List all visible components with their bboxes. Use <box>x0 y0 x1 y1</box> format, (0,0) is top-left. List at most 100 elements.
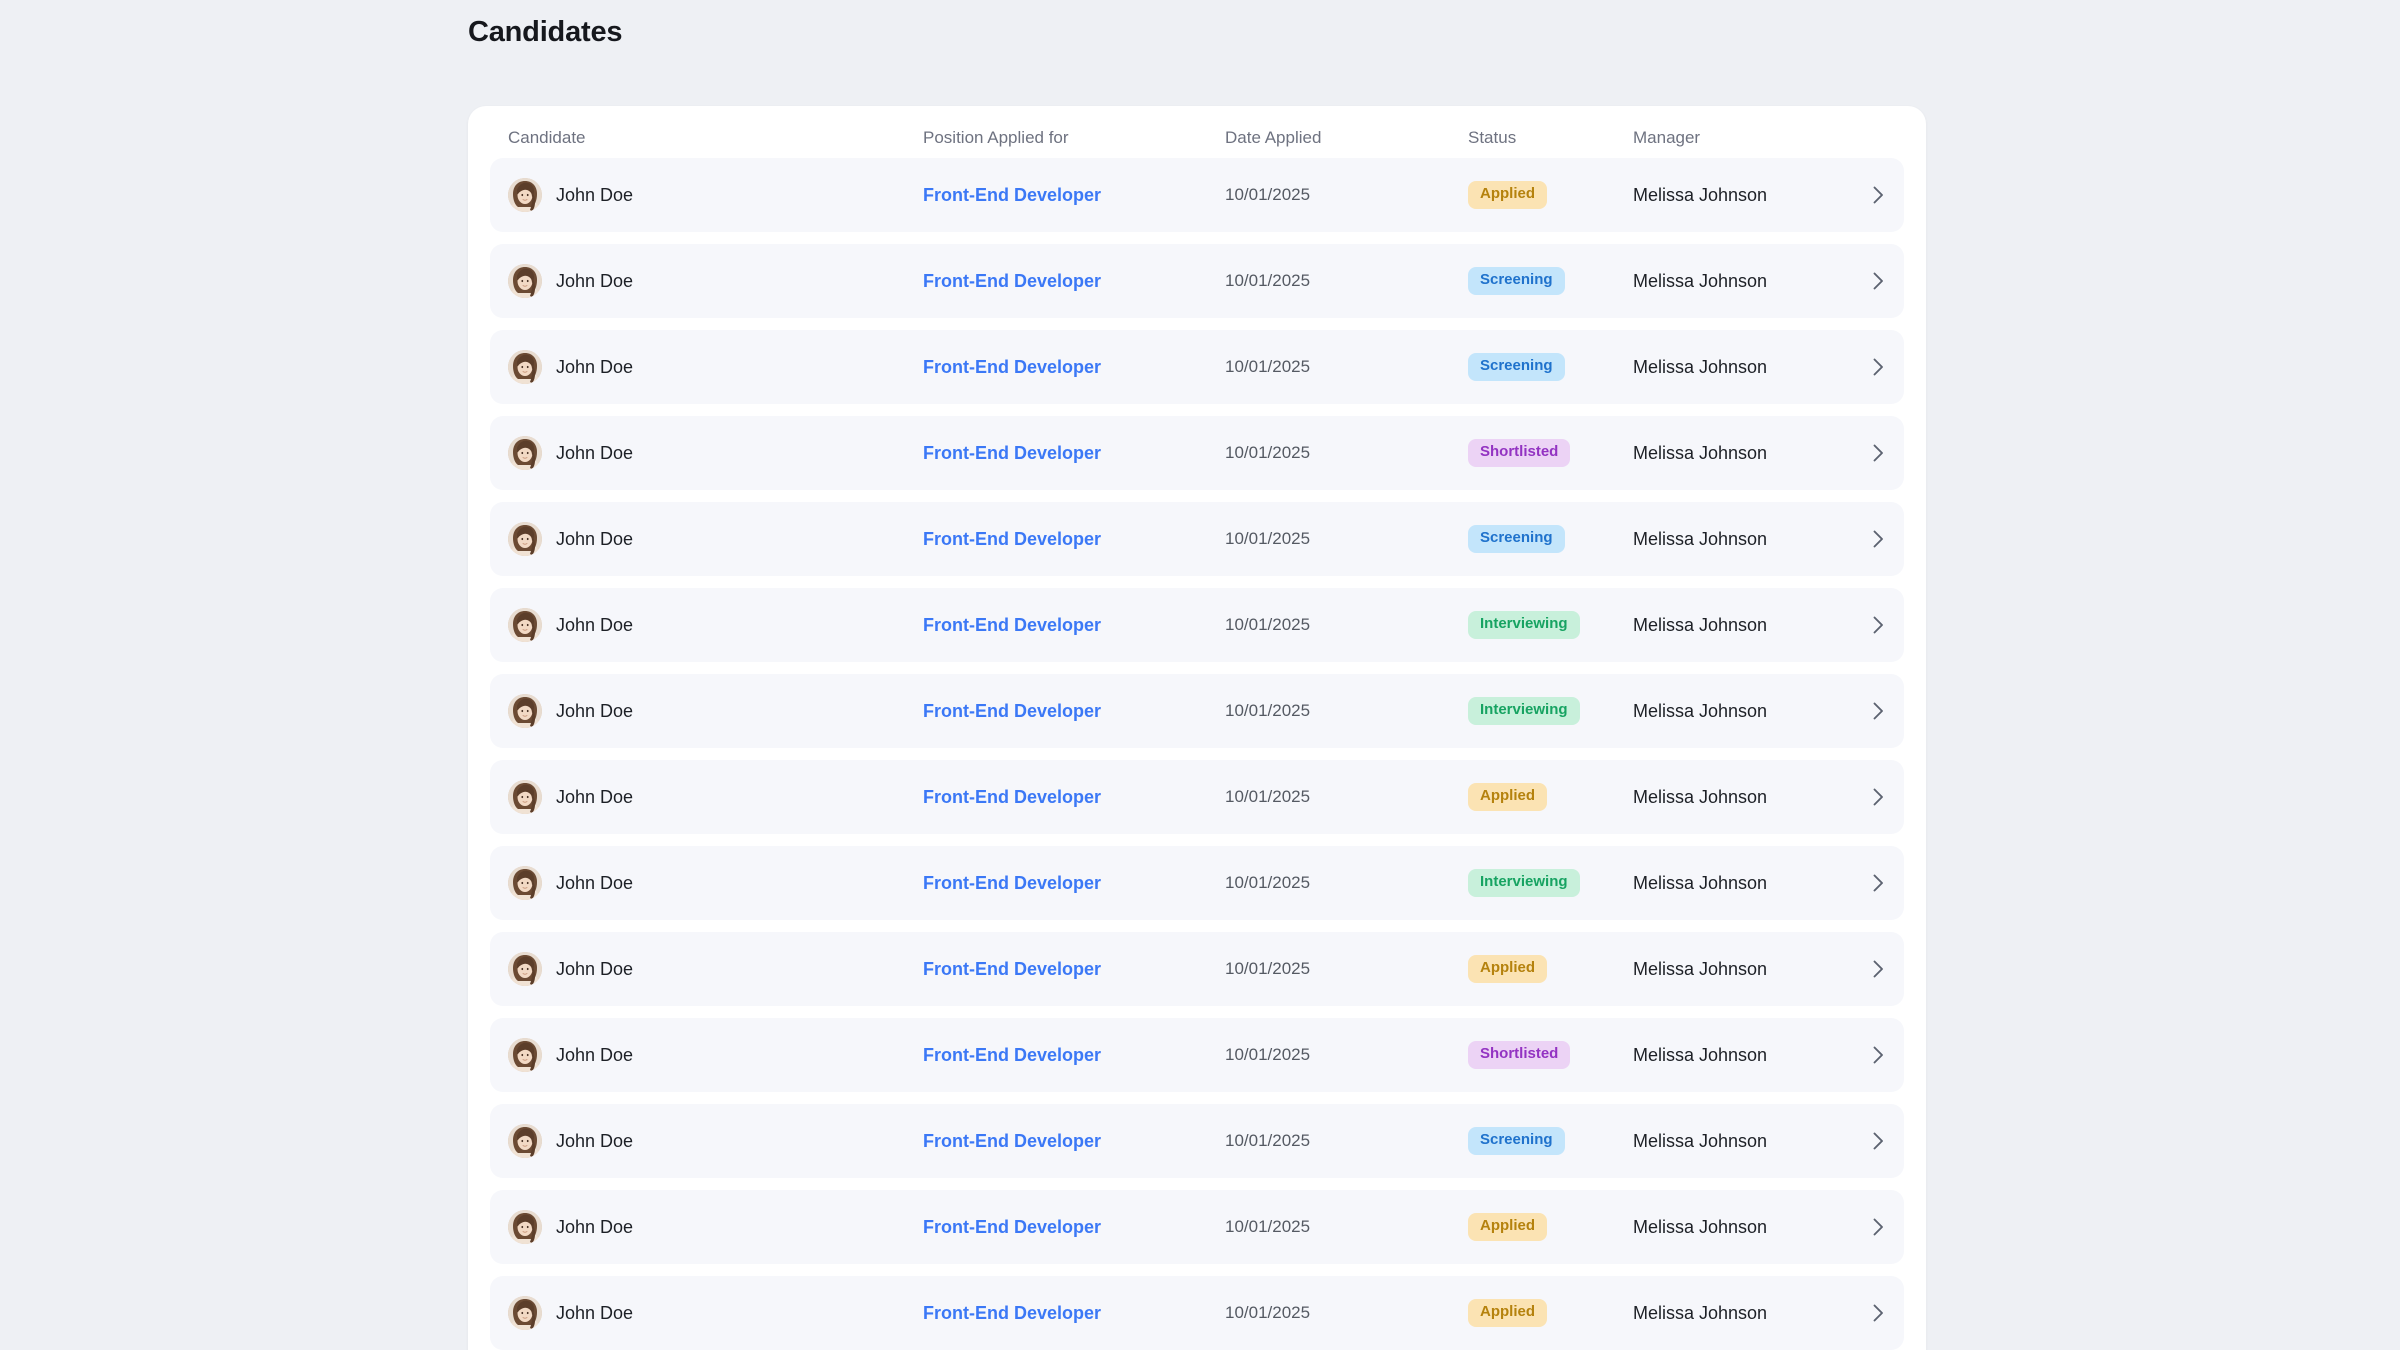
position-link[interactable]: Front-End Developer <box>923 1216 1102 1237</box>
status-badge: Screening <box>1468 1127 1565 1155</box>
position-link[interactable]: Front-End Developer <box>923 700 1102 721</box>
position-link[interactable]: Front-End Developer <box>923 442 1102 463</box>
manager-name: Melissa Johnson <box>1633 1302 1768 1323</box>
cell-position: Front-End Developer <box>923 1276 1101 1350</box>
cell-date-applied: 10/01/2025 <box>1225 416 1310 490</box>
chevron-right-icon[interactable] <box>1858 330 1898 404</box>
position-link[interactable]: Front-End Developer <box>923 270 1102 291</box>
position-link[interactable]: Front-End Developer <box>923 184 1102 205</box>
table-body: John Doe Front-End Developer 10/01/2025 App… <box>468 158 1926 1350</box>
cell-status: Applied <box>1468 1190 1547 1264</box>
manager-name: Melissa Johnson <box>1633 356 1768 377</box>
chevron-right-icon[interactable] <box>1858 416 1898 490</box>
chevron-right-icon[interactable] <box>1858 158 1898 232</box>
chevron-right-icon[interactable] <box>1858 502 1898 576</box>
table-row[interactable]: John Doe Front-End Developer 10/01/2025 Scr… <box>490 502 1904 576</box>
date-applied-value: 10/01/2025 <box>1225 959 1311 978</box>
cell-status: Shortlisted <box>1468 1018 1571 1092</box>
cell-candidate: John Doe <box>508 1104 633 1178</box>
cell-manager: Melissa Johnson <box>1633 1104 1767 1178</box>
cell-position: Front-End Developer <box>923 158 1101 232</box>
cell-manager: Melissa Johnson <box>1633 416 1767 490</box>
column-header-candidate: Candidate <box>508 128 586 147</box>
position-link[interactable]: Front-End Developer <box>923 1302 1102 1323</box>
chevron-right-icon[interactable] <box>1858 760 1898 834</box>
cell-manager: Melissa Johnson <box>1633 674 1767 748</box>
cell-candidate: John Doe <box>508 674 633 748</box>
cell-date-applied: 10/01/2025 <box>1225 674 1310 748</box>
candidate-name: John Doe <box>556 786 634 807</box>
cell-manager: Melissa Johnson <box>1633 244 1767 318</box>
cell-position: Front-End Developer <box>923 244 1101 318</box>
cell-status: Interviewing <box>1468 674 1580 748</box>
cell-manager: Melissa Johnson <box>1633 1018 1767 1092</box>
cell-status: Screening <box>1468 330 1565 404</box>
position-link[interactable]: Front-End Developer <box>923 1130 1102 1151</box>
cell-status: Applied <box>1468 158 1547 232</box>
position-link[interactable]: Front-End Developer <box>923 872 1102 893</box>
table-row[interactable]: John Doe Front-End Developer 10/01/2025 Scr… <box>490 244 1904 318</box>
date-applied-value: 10/01/2025 <box>1225 701 1311 720</box>
position-link[interactable]: Front-End Developer <box>923 528 1102 549</box>
chevron-right-icon[interactable] <box>1858 244 1898 318</box>
chevron-right-icon[interactable] <box>1858 1104 1898 1178</box>
cell-date-applied: 10/01/2025 <box>1225 588 1310 662</box>
avatar <box>508 522 542 556</box>
position-link[interactable]: Front-End Developer <box>923 958 1102 979</box>
table-row[interactable]: John Doe Front-End Developer 10/01/2025 App… <box>490 1276 1904 1350</box>
candidate-name: John Doe <box>556 1130 634 1151</box>
table-row[interactable]: John Doe Front-End Developer 10/01/2025 App… <box>490 760 1904 834</box>
candidate-name: John Doe <box>556 270 634 291</box>
status-badge: Applied <box>1468 181 1547 209</box>
chevron-right-icon[interactable] <box>1858 932 1898 1006</box>
avatar <box>508 436 542 470</box>
cell-status: Screening <box>1468 502 1565 576</box>
date-applied-value: 10/01/2025 <box>1225 185 1311 204</box>
chevron-right-icon[interactable] <box>1858 1190 1898 1264</box>
table-row[interactable]: John Doe Front-End Developer 10/01/2025 Int… <box>490 588 1904 662</box>
status-badge: Interviewing <box>1468 611 1580 639</box>
table-row[interactable]: John Doe Front-End Developer 10/01/2025 App… <box>490 932 1904 1006</box>
cell-candidate: John Doe <box>508 932 633 1006</box>
table-row[interactable]: John Doe Front-End Developer 10/01/2025 Scr… <box>490 330 1904 404</box>
status-badge: Shortlisted <box>1468 1041 1571 1069</box>
status-badge: Applied <box>1468 783 1547 811</box>
table-row[interactable]: John Doe Front-End Developer 10/01/2025 Sho… <box>490 416 1904 490</box>
cell-position: Front-End Developer <box>923 674 1101 748</box>
position-link[interactable]: Front-End Developer <box>923 356 1102 377</box>
cell-candidate: John Doe <box>508 1190 633 1264</box>
column-header-date: Date Applied <box>1225 128 1322 147</box>
cell-status: Shortlisted <box>1468 416 1571 490</box>
chevron-right-icon[interactable] <box>1858 846 1898 920</box>
candidates-table-card: Candidate Position Applied for Date Appl… <box>468 106 1926 1350</box>
status-badge: Screening <box>1468 525 1565 553</box>
table-row[interactable]: John Doe Front-End Developer 10/01/2025 Scr… <box>490 1104 1904 1178</box>
cell-candidate: John Doe <box>508 158 633 232</box>
table-row[interactable]: John Doe Front-End Developer 10/01/2025 Int… <box>490 674 1904 748</box>
table-row[interactable]: John Doe Front-End Developer 10/01/2025 Int… <box>490 846 1904 920</box>
chevron-right-icon[interactable] <box>1858 588 1898 662</box>
table-row[interactable]: John Doe Front-End Developer 10/01/2025 App… <box>490 158 1904 232</box>
avatar <box>508 952 542 986</box>
chevron-right-icon[interactable] <box>1858 1276 1898 1350</box>
chevron-right-icon[interactable] <box>1858 674 1898 748</box>
table-row[interactable]: John Doe Front-End Developer 10/01/2025 Sho… <box>490 1018 1904 1092</box>
candidate-name: John Doe <box>556 1216 634 1237</box>
avatar <box>508 608 542 642</box>
date-applied-value: 10/01/2025 <box>1225 443 1311 462</box>
cell-position: Front-End Developer <box>923 1190 1101 1264</box>
candidate-name: John Doe <box>556 958 634 979</box>
cell-position: Front-End Developer <box>923 330 1101 404</box>
position-link[interactable]: Front-End Developer <box>923 614 1102 635</box>
position-link[interactable]: Front-End Developer <box>923 1044 1102 1065</box>
cell-date-applied: 10/01/2025 <box>1225 846 1310 920</box>
candidate-name: John Doe <box>556 442 634 463</box>
manager-name: Melissa Johnson <box>1633 442 1768 463</box>
avatar <box>508 1124 542 1158</box>
status-badge: Applied <box>1468 1299 1547 1327</box>
table-row[interactable]: John Doe Front-End Developer 10/01/2025 App… <box>490 1190 1904 1264</box>
cell-position: Front-End Developer <box>923 932 1101 1006</box>
cell-candidate: John Doe <box>508 846 633 920</box>
chevron-right-icon[interactable] <box>1858 1018 1898 1092</box>
position-link[interactable]: Front-End Developer <box>923 786 1102 807</box>
